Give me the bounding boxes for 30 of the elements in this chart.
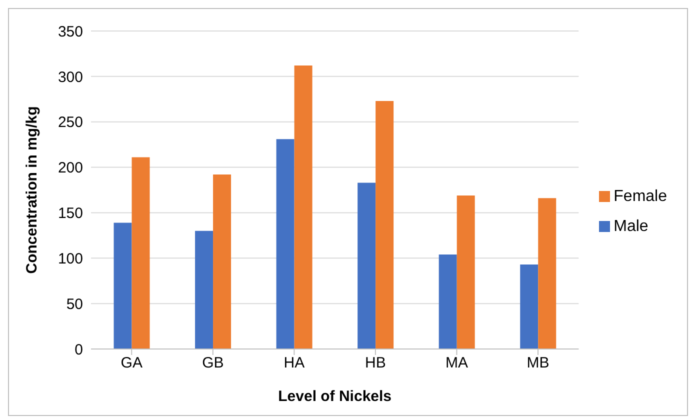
bar — [294, 66, 312, 349]
x-tick-label: GA — [120, 354, 142, 372]
bar — [213, 174, 232, 349]
x-tick-label: HA — [284, 354, 305, 372]
x-tick-label: GB — [202, 354, 224, 372]
y-tick-label: 50 — [66, 296, 83, 313]
x-tick-label: HB — [365, 354, 386, 372]
bar — [195, 230, 214, 349]
y-tick-label: 250 — [58, 114, 83, 132]
legend-label: Female — [614, 188, 667, 205]
bar — [276, 139, 294, 349]
y-tick-label: 350 — [58, 23, 83, 40]
x-tick-label: MA — [445, 354, 468, 372]
y-axis-title: Concentration in mg/kg — [23, 106, 40, 274]
bar — [538, 198, 556, 349]
y-tick-label: 100 — [58, 250, 83, 268]
bar — [520, 264, 538, 349]
y-tick-label: 300 — [58, 68, 83, 86]
bar — [376, 100, 394, 349]
bar — [358, 182, 376, 349]
y-tick-label: 150 — [58, 205, 83, 222]
y-tick-label: 200 — [58, 160, 83, 177]
legend-label: Male — [614, 218, 648, 235]
bar — [132, 157, 150, 349]
bar — [114, 222, 132, 349]
x-axis-title: Level of Nickels — [278, 388, 392, 405]
bar — [456, 195, 475, 349]
x-tick-label: MB — [526, 354, 550, 372]
y-tick-label: 0 — [74, 341, 83, 358]
bar — [438, 254, 457, 349]
